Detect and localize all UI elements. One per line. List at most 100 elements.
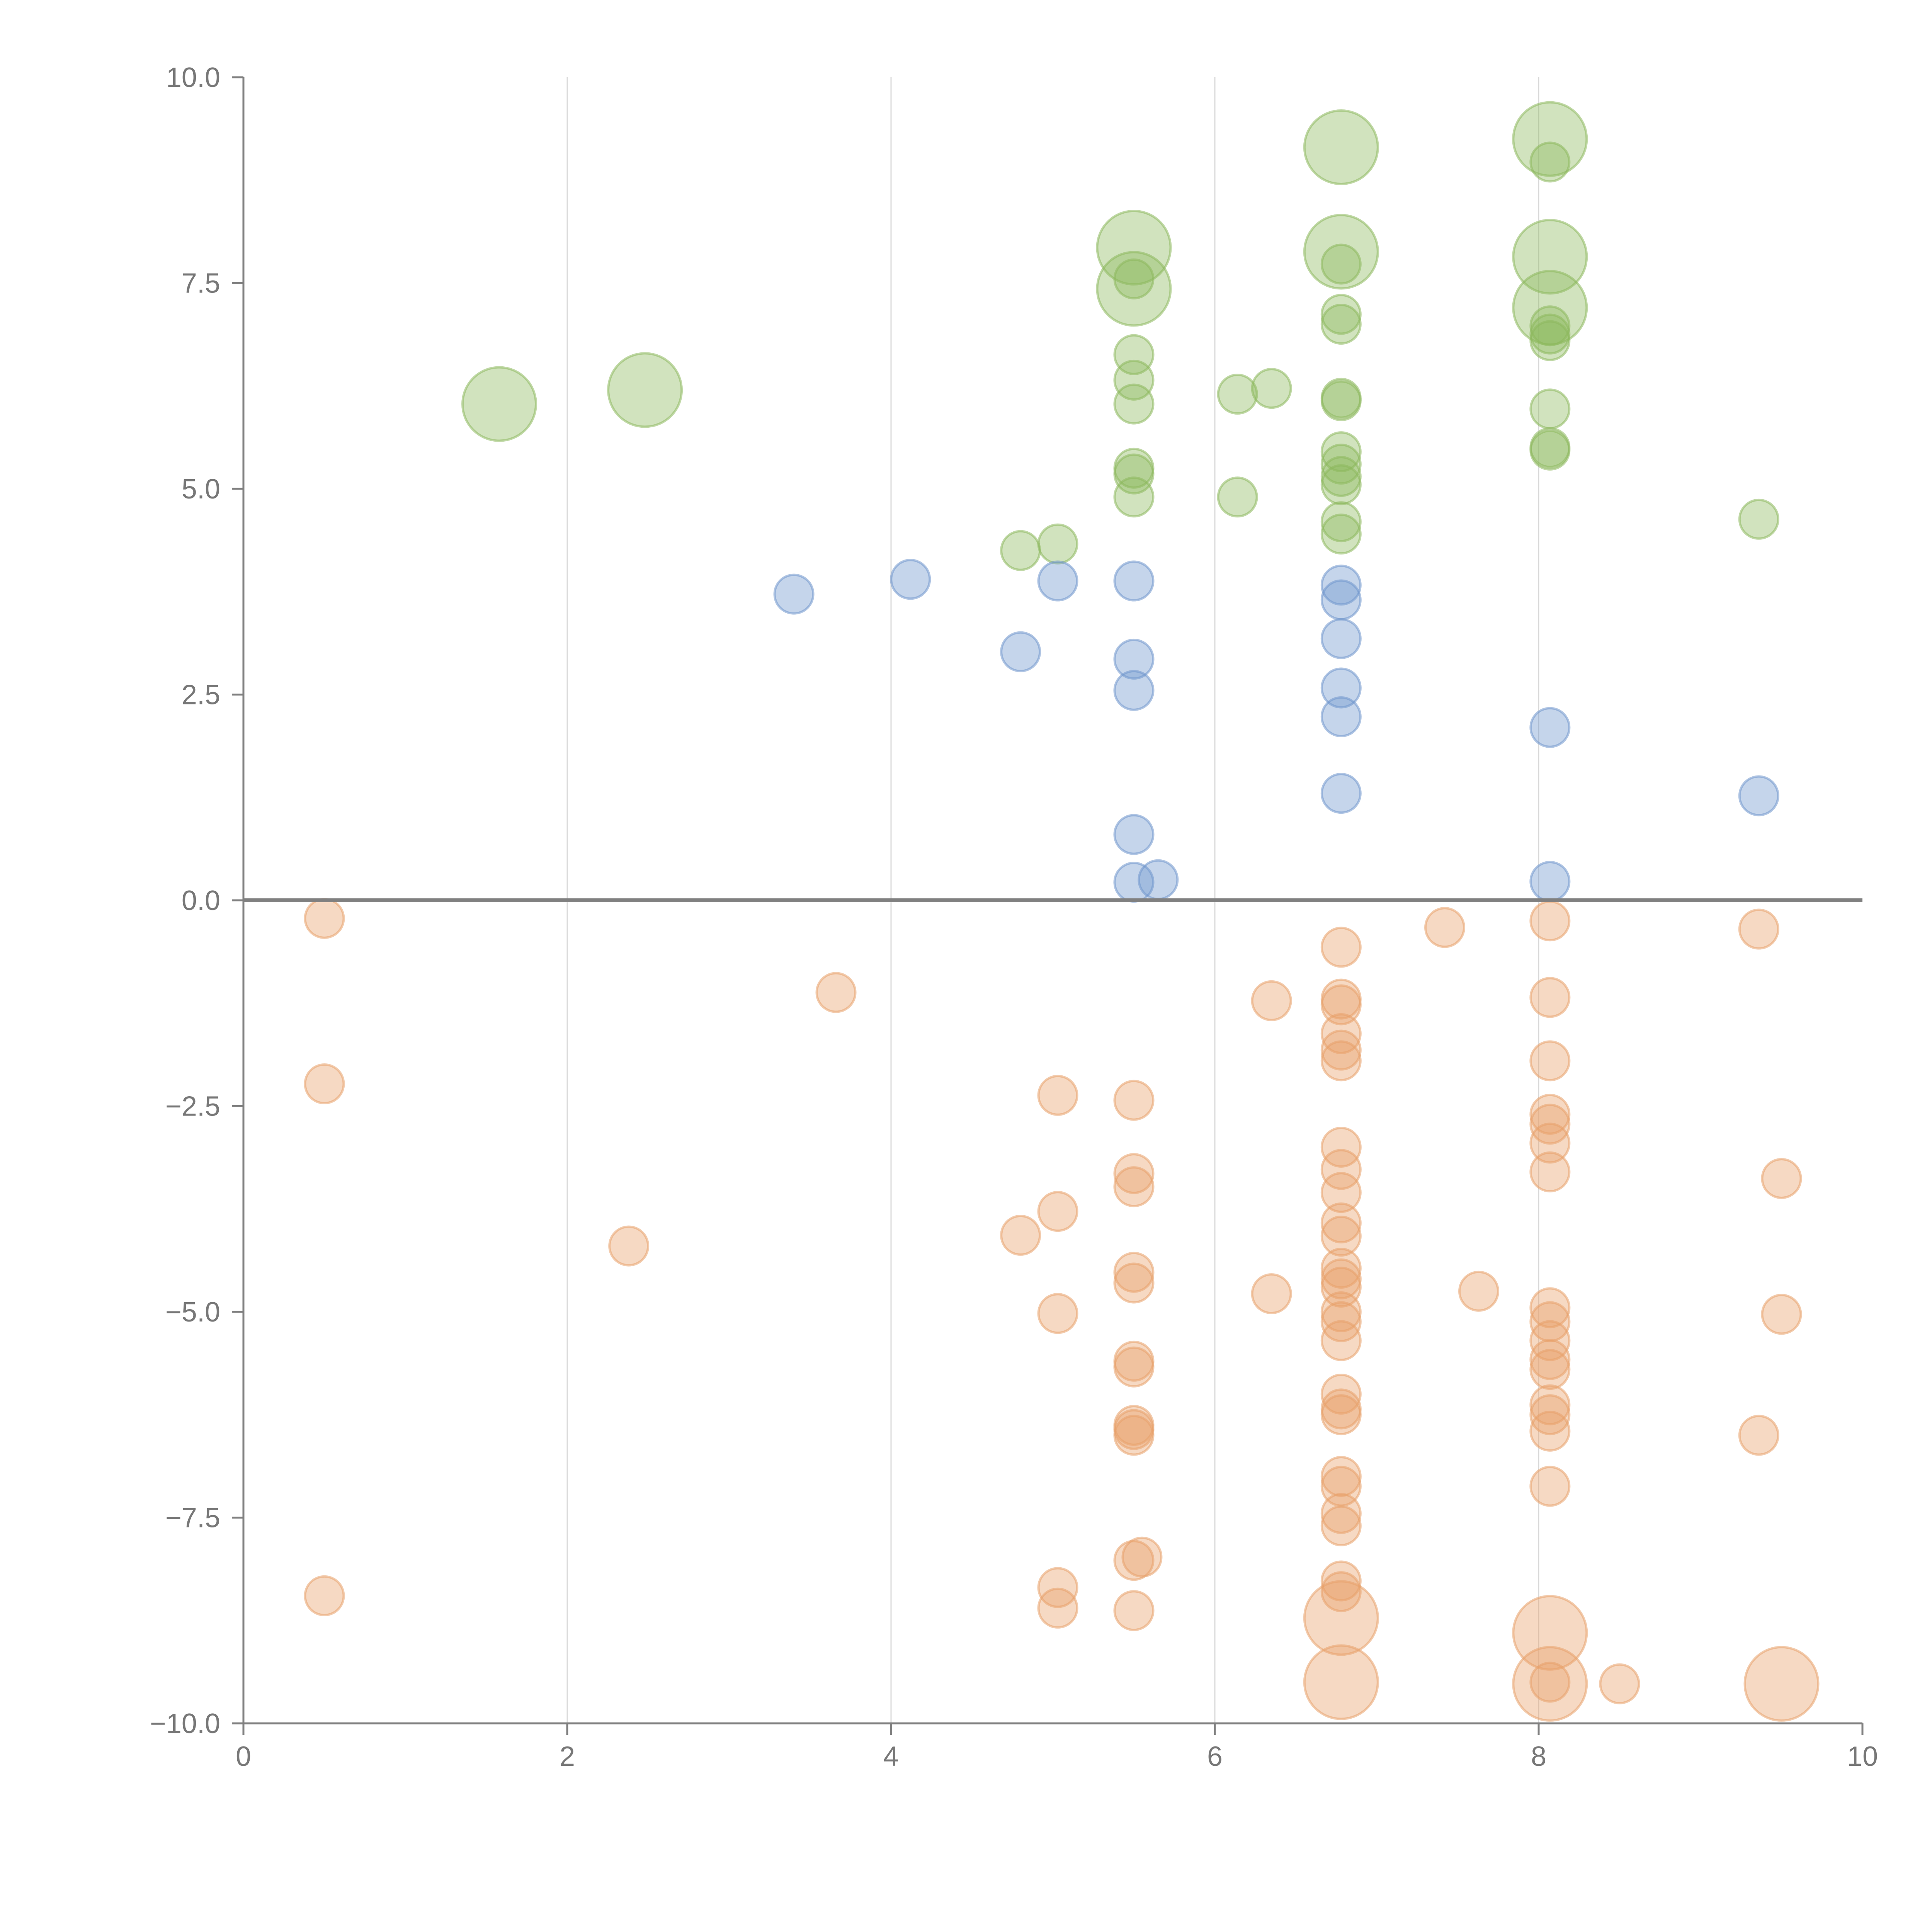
data-point-high <box>1320 243 1362 285</box>
y-tick-label: 0.0 <box>182 885 220 916</box>
data-point-low <box>1113 1080 1155 1121</box>
data-point-high <box>1529 429 1571 471</box>
data-point-low <box>304 1575 345 1616</box>
data-point-high <box>1320 501 1362 543</box>
data-point-mid <box>1000 631 1041 672</box>
data-point-mid <box>1320 696 1362 738</box>
data-point-low <box>1320 1029 1362 1071</box>
data-point-low <box>1320 927 1362 968</box>
y-tick-label: 7.5 <box>182 268 220 299</box>
data-point-low <box>1000 1214 1041 1256</box>
data-point-mid <box>1138 859 1179 900</box>
data-point-low <box>1251 1273 1292 1315</box>
data-point-high <box>1320 431 1362 473</box>
data-point-mid <box>1529 707 1571 748</box>
dots-layer <box>304 101 1820 1722</box>
y-tick-label: −10.0 <box>150 1708 220 1739</box>
data-point-low <box>1529 900 1571 942</box>
data-point-low <box>1113 1153 1155 1194</box>
data-point-mid <box>1320 579 1362 621</box>
data-point-low <box>1529 1662 1571 1703</box>
data-point-high <box>1000 530 1041 571</box>
data-point-high <box>1320 294 1362 335</box>
data-point-low <box>1529 1122 1571 1164</box>
data-point-low <box>1529 1151 1571 1192</box>
data-point-low <box>304 898 345 939</box>
data-point-mid <box>1529 861 1571 902</box>
data-point-high <box>1113 258 1155 299</box>
x-tick-label: 2 <box>560 1741 575 1772</box>
data-point-low <box>1529 1466 1571 1507</box>
data-point-low <box>1512 1646 1588 1722</box>
data-point-mid <box>1320 667 1362 709</box>
data-point-high <box>1037 523 1078 565</box>
data-point-low <box>1529 1339 1571 1380</box>
data-point-low <box>1037 1293 1078 1334</box>
data-point-high <box>1320 304 1362 345</box>
data-point-high <box>1217 374 1258 415</box>
y-tick-label: −5.0 <box>165 1297 220 1328</box>
data-point-low <box>1037 1075 1078 1116</box>
y-tick-label: 10.0 <box>166 62 220 93</box>
data-point-low <box>1251 980 1292 1021</box>
data-point-low <box>1320 1493 1362 1534</box>
data-point-low <box>1320 1202 1362 1243</box>
data-point-high <box>461 366 537 442</box>
data-point-mid <box>890 559 931 600</box>
data-point-low <box>1761 1294 1802 1335</box>
data-point-high <box>1738 498 1779 540</box>
data-point-low <box>1529 1349 1571 1390</box>
data-point-low <box>1320 1291 1362 1332</box>
data-point-low <box>1761 1158 1802 1199</box>
data-point-high <box>1529 388 1571 430</box>
data-point-low <box>1320 1172 1362 1213</box>
data-point-high <box>1303 109 1379 185</box>
data-point-low <box>1113 1262 1155 1304</box>
data-point-mid <box>1320 618 1362 659</box>
data-point-mid <box>1320 773 1362 814</box>
data-point-high <box>1113 383 1155 425</box>
data-point-high <box>1529 320 1571 361</box>
data-point-low <box>1303 1580 1379 1656</box>
y-tick-label: −7.5 <box>165 1503 220 1534</box>
data-point-low <box>1037 1567 1078 1608</box>
data-point-high <box>1529 141 1571 183</box>
data-point-low <box>1599 1663 1640 1704</box>
data-point-low <box>1529 1410 1571 1452</box>
data-point-mid <box>1113 814 1155 855</box>
data-point-low <box>1320 1505 1362 1546</box>
data-point-low <box>815 972 857 1013</box>
data-point-low <box>1037 1191 1078 1232</box>
data-point-low <box>1320 1216 1362 1257</box>
data-point-mid <box>773 573 815 615</box>
data-point-low <box>1113 1346 1155 1388</box>
data-point-high <box>1320 444 1362 485</box>
data-point-high <box>1320 514 1362 555</box>
data-point-low <box>1320 1127 1362 1168</box>
data-point-low <box>1113 1166 1155 1208</box>
data-point-low <box>1738 908 1779 950</box>
data-point-low <box>1320 984 1362 1026</box>
x-tick-label: 10 <box>1847 1741 1878 1772</box>
data-point-high <box>1096 209 1172 286</box>
data-point-low <box>1320 1040 1362 1082</box>
data-point-low <box>1113 1590 1155 1631</box>
data-point-mid <box>1738 775 1779 816</box>
data-point-low <box>1121 1536 1163 1578</box>
data-point-low <box>1113 1415 1155 1456</box>
data-point-low <box>1743 1646 1820 1722</box>
data-point-mid <box>1113 560 1155 602</box>
data-point-low <box>1303 1644 1379 1720</box>
x-tick-label: 4 <box>883 1741 899 1772</box>
data-point-mid <box>1037 560 1078 602</box>
data-point-low <box>1320 1374 1362 1415</box>
data-point-low <box>1424 907 1465 948</box>
data-point-high <box>1320 380 1362 422</box>
data-point-mid <box>1113 638 1155 680</box>
data-point-low <box>1529 1040 1571 1082</box>
x-tick-label: 0 <box>236 1741 251 1772</box>
data-point-low <box>1320 1267 1362 1308</box>
data-point-low <box>1320 1320 1362 1361</box>
y-tick-label: 2.5 <box>182 680 220 711</box>
